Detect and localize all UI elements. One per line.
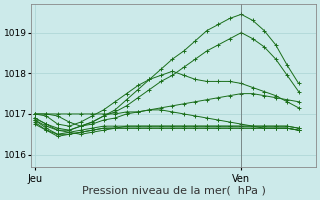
- X-axis label: Pression niveau de la mer(  hPa ): Pression niveau de la mer( hPa ): [82, 186, 266, 196]
